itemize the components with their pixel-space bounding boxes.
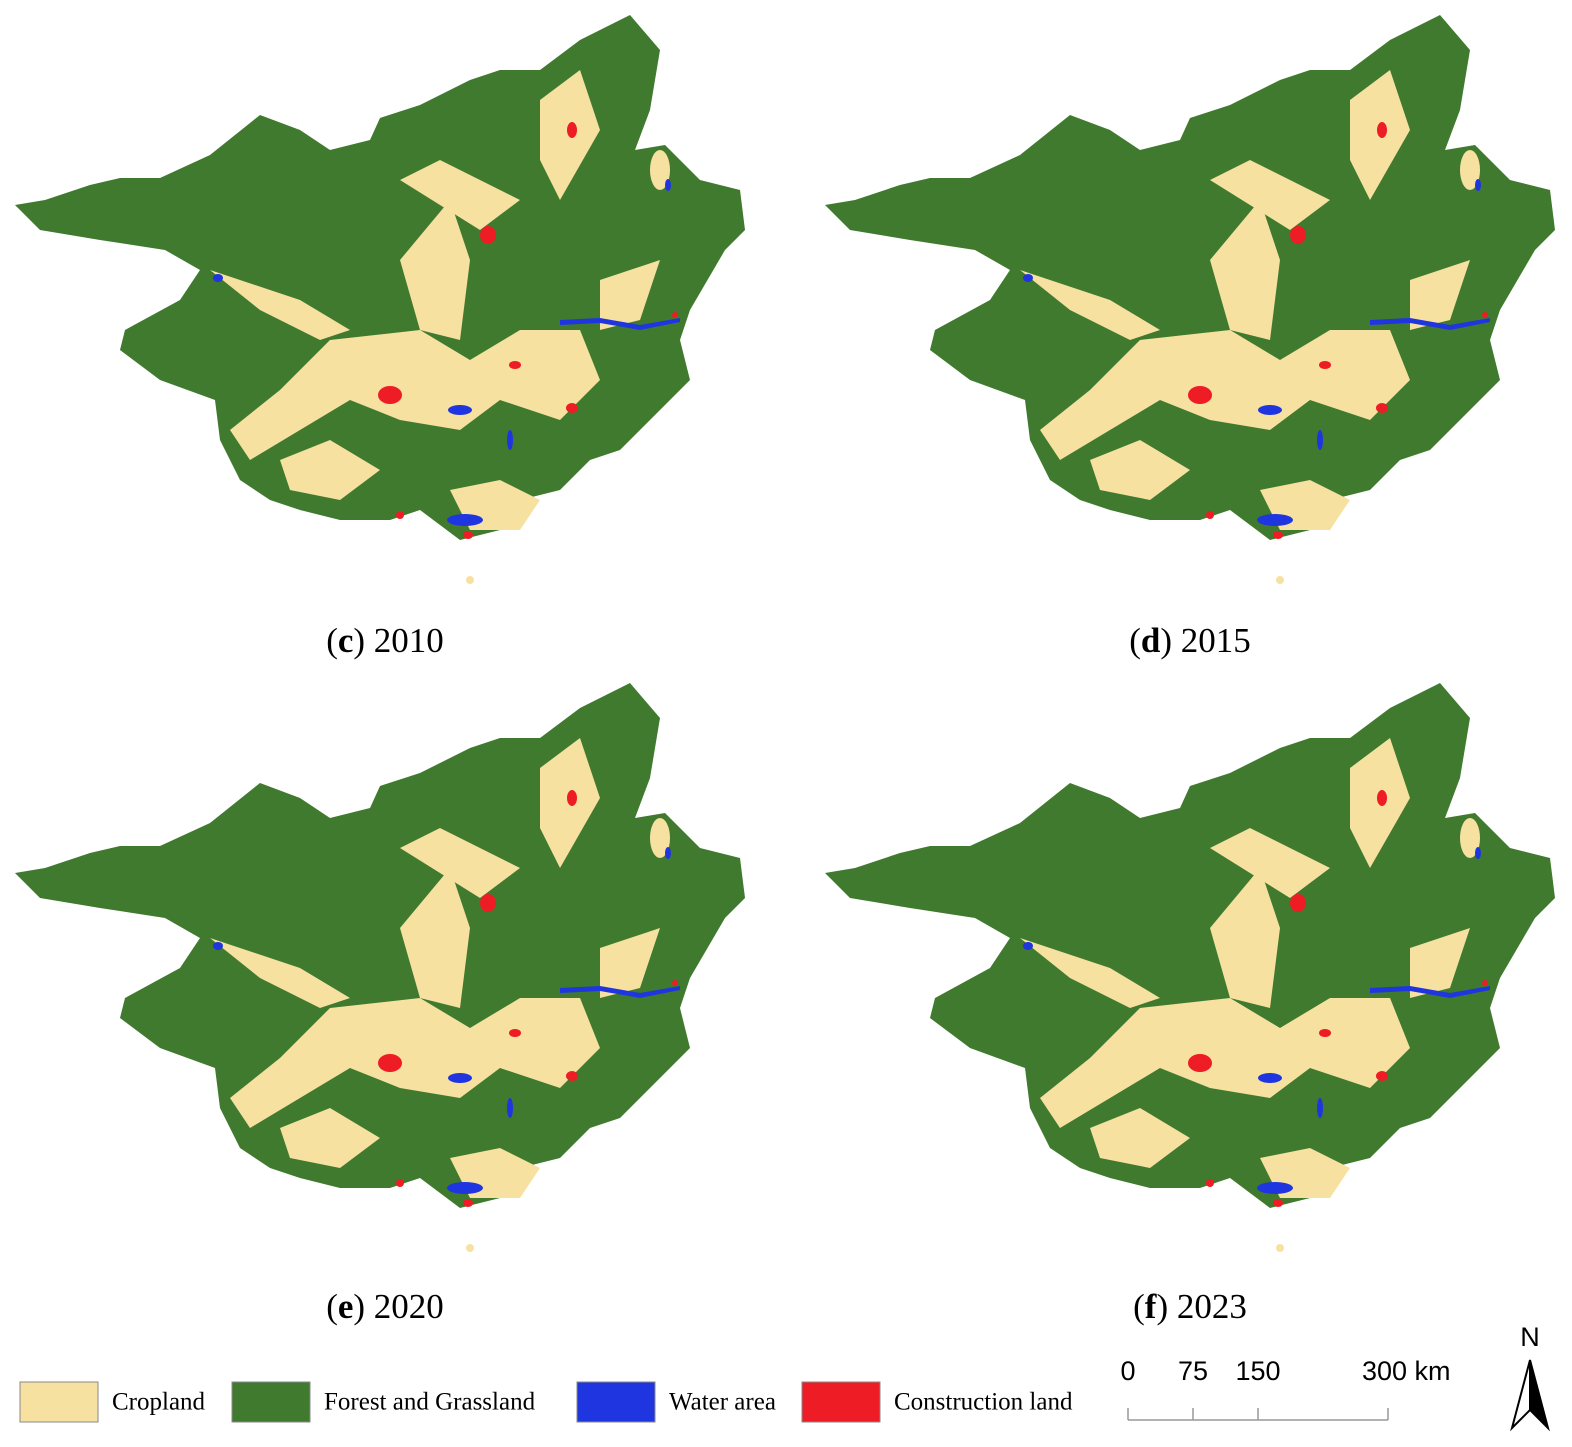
caption-year: ) 2010 <box>353 621 443 660</box>
legend-swatch <box>576 1381 656 1423</box>
land-use-map <box>15 683 745 1252</box>
scale-bar: 0 75 150 300 km <box>1120 1356 1451 1421</box>
legend: Cropland Forest and Grassland Water area Co… <box>19 1381 1073 1423</box>
legend-swatch <box>231 1381 311 1423</box>
panel-caption: (c) 2010 <box>326 621 444 660</box>
legend-label: Water area <box>669 1389 776 1416</box>
caption-paren: ( <box>1129 621 1141 660</box>
legend-label: Construction land <box>894 1389 1073 1416</box>
panel-caption: (e) 2020 <box>326 1287 444 1326</box>
caption-year: ) 2015 <box>1160 621 1250 660</box>
legend-swatch <box>19 1381 99 1423</box>
arrow-left <box>1510 1359 1531 1432</box>
legend-swatch <box>801 1381 881 1423</box>
north-arrow: N <box>1510 1322 1550 1432</box>
caption-year: ) 2020 <box>353 1287 443 1326</box>
caption-paren: ( <box>326 621 338 660</box>
captions: (c) 2010 (d) 2015(e) 2020 (f) 2023 <box>326 621 1251 1326</box>
caption-year: ) 2023 <box>1156 1287 1246 1326</box>
land-use-map <box>825 15 1555 584</box>
caption-paren: ( <box>1133 1287 1145 1326</box>
legend-label: Cropland <box>112 1389 206 1416</box>
caption-letter: d <box>1141 621 1161 660</box>
arrow-right <box>1529 1359 1550 1432</box>
legend-label: Forest and Grassland <box>324 1389 536 1416</box>
scale-label: 75 <box>1178 1356 1208 1386</box>
caption-letter: f <box>1145 1287 1157 1326</box>
land-use-map <box>15 15 745 584</box>
scale-label: 0 <box>1120 1356 1135 1386</box>
caption-letter: e <box>338 1287 354 1326</box>
panel-caption: (f) 2023 <box>1133 1287 1247 1326</box>
caption-paren: ( <box>326 1287 338 1326</box>
scale-label: 300 km <box>1362 1356 1451 1386</box>
land-use-map <box>825 683 1555 1252</box>
scale-label: 150 <box>1235 1356 1280 1386</box>
north-label: N <box>1520 1322 1540 1352</box>
panel-caption: (d) 2015 <box>1129 621 1251 660</box>
caption-letter: c <box>338 621 354 660</box>
